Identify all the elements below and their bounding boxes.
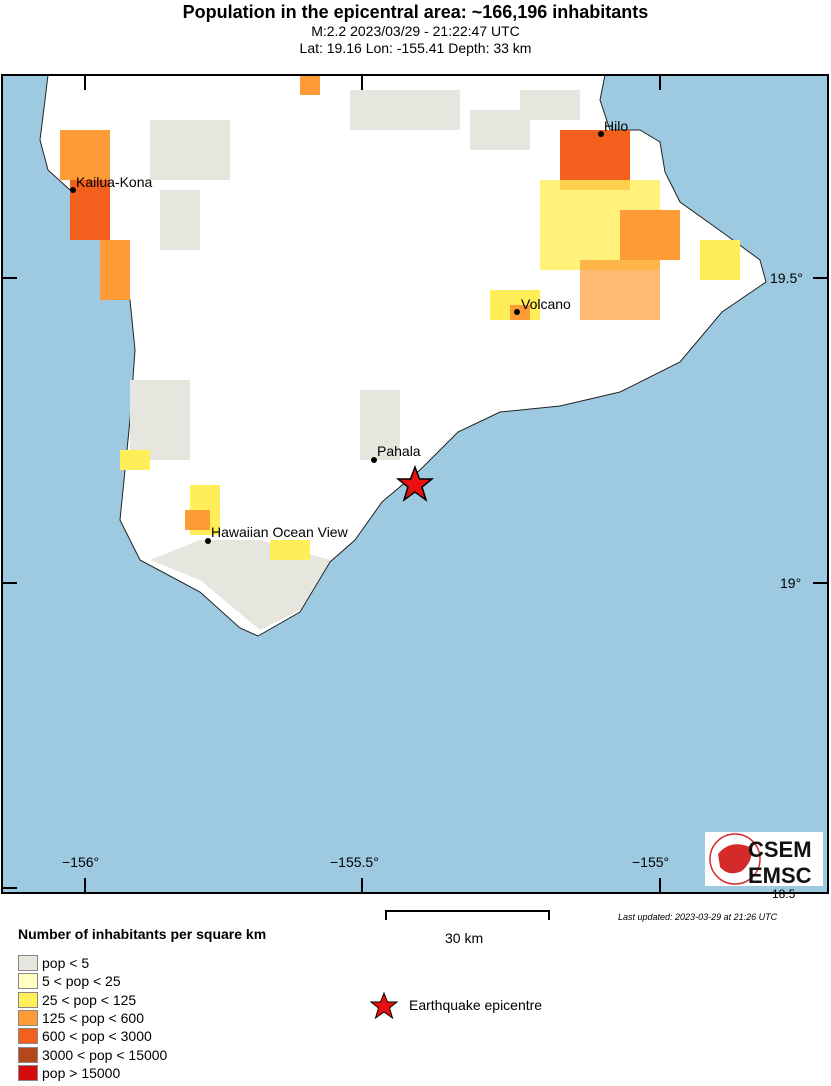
legend-title: Number of inhabitants per square km (18, 926, 267, 942)
legend-swatch (18, 1028, 38, 1045)
last-updated: Last updated: 2023-03-29 at 21:26 UTC (618, 912, 778, 922)
epicenter-star-icon (395, 464, 435, 502)
legend-swatch (18, 1064, 38, 1081)
legend-swatch (18, 955, 38, 971)
svg-text:CSEM: CSEM (748, 837, 812, 862)
legend-item: pop < 5 (18, 954, 89, 972)
legend-label: 5 < pop < 25 (42, 973, 121, 990)
legend-swatch (18, 1046, 38, 1063)
scale-label: 30 km (445, 930, 484, 946)
epicentre-star-icon (370, 992, 399, 1020)
lon-label: −155° (632, 854, 669, 870)
lon-label: −155.5° (330, 854, 379, 870)
city-label: Kailua-Kona (76, 174, 152, 190)
scale-bar (385, 910, 550, 920)
legend-swatch (18, 1009, 38, 1026)
legend-label: 25 < pop < 125 (42, 991, 137, 1008)
legend-item: 125 < pop < 600 (18, 1009, 144, 1027)
lat-label: 19.5° (770, 270, 803, 286)
legend-label: pop < 5 (42, 955, 90, 971)
lat-label: 18.5 (772, 887, 796, 900)
city-label: Hawaiian Ocean View (211, 524, 349, 540)
event-location: Lat: 19.16 Lon: -155.41 Depth: 33 km (299, 40, 532, 56)
legend-item: 5 < pop < 25 (18, 972, 121, 990)
svg-text:EMSC: EMSC (748, 863, 812, 888)
emsc-logo: CSEM EMSC (705, 832, 823, 888)
legend-item: 25 < pop < 125 (18, 991, 136, 1009)
legend-swatch (18, 973, 38, 990)
city-label: Pahala (377, 443, 421, 459)
legend-item: 3000 < pop < 15000 (18, 1046, 167, 1064)
city-label: Hilo (604, 118, 628, 134)
epicentre-legend-label: Earthquake epicentre (409, 997, 543, 1013)
legend-label: pop > 15000 (42, 1064, 121, 1081)
map-title: Population in the epicentral area: ~166,… (182, 2, 649, 22)
event-info: M:2.2 2023/03/29 - 21:22:47 UTC (311, 23, 520, 39)
population-map: Hilo Kailua-Kona Volcano Pahala Hawaiian… (1, 74, 829, 900)
legend-item: 600 < pop < 3000 (18, 1027, 152, 1045)
legend-swatch (18, 991, 38, 1008)
legend-item: pop > 15000 (18, 1064, 120, 1082)
lat-label: 19° (780, 575, 801, 591)
lon-label: −156° (62, 854, 99, 870)
city-label: Volcano (521, 296, 571, 312)
legend-label: 600 < pop < 3000 (42, 1028, 152, 1045)
legend-label: 125 < pop < 600 (42, 1009, 144, 1026)
legend-label: 3000 < pop < 15000 (42, 1046, 168, 1063)
axis-ticks (2, 75, 828, 893)
population-density-patches (60, 75, 740, 630)
